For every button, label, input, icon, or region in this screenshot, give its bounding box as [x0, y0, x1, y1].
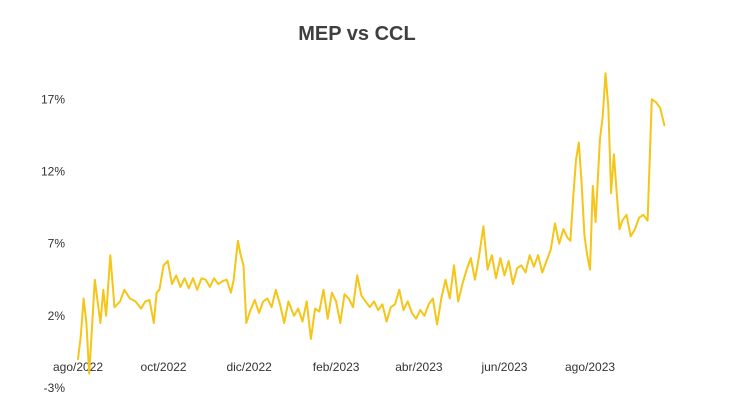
x-tick-label: dic/2022: [226, 360, 272, 374]
y-tick-label: 17%: [41, 92, 65, 106]
x-tick-label: jun/2023: [480, 360, 527, 374]
series-line: [77, 72, 666, 375]
y-axis: 17% 12% 7% 2% -3%: [41, 92, 65, 395]
series-layer: [77, 72, 666, 375]
x-axis: ago/2022 oct/2022 dic/2022 feb/2023 abr/2023…: [53, 360, 615, 374]
x-tick-label: feb/2023: [313, 360, 360, 374]
y-tick-label: 12%: [41, 164, 65, 178]
chart-title: MEP vs CCL: [298, 23, 415, 45]
y-tick-label: -3%: [44, 381, 66, 395]
x-tick-label: ago/2022: [53, 360, 103, 374]
x-tick-label: abr/2023: [395, 360, 443, 374]
x-tick-label: ago/2023: [565, 360, 615, 374]
y-tick-label: 2%: [48, 309, 66, 323]
x-tick-label: oct/2022: [141, 360, 187, 374]
y-tick-label: 7%: [48, 237, 66, 251]
